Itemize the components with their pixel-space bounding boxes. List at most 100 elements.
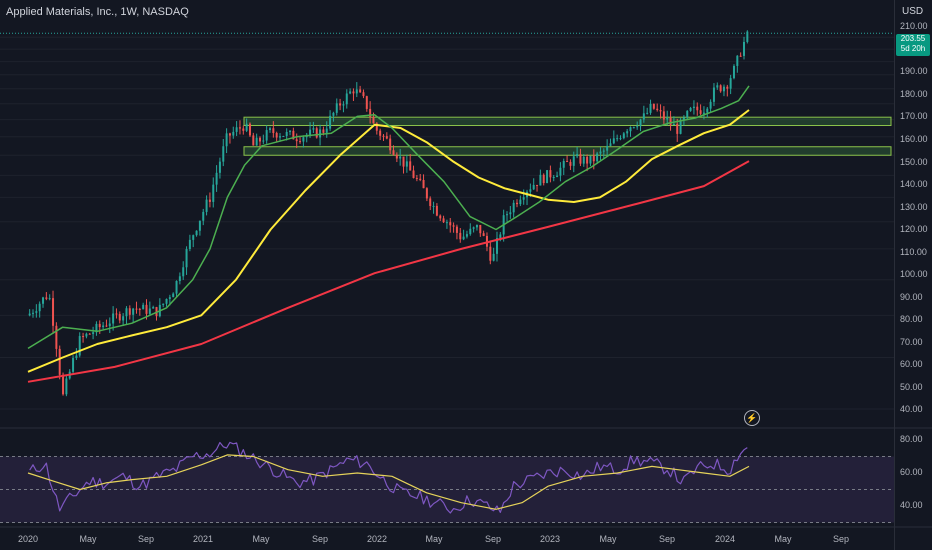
candle-body xyxy=(562,161,565,168)
candle-body xyxy=(566,161,569,163)
candle-body xyxy=(185,249,188,268)
candle-body xyxy=(392,150,395,155)
rsi-line xyxy=(29,441,748,514)
candle-body xyxy=(672,123,675,125)
symbol-title[interactable]: Applied Materials, Inc., 1W, NASDAQ xyxy=(6,6,189,18)
price-label: 70.00 xyxy=(900,337,923,347)
candle-body xyxy=(479,224,482,234)
candle-body xyxy=(422,179,425,189)
candle-body xyxy=(652,103,655,109)
candle-body xyxy=(626,131,629,134)
candle-body xyxy=(352,91,355,94)
candle-body xyxy=(679,120,682,134)
time-label: Sep xyxy=(484,534,502,544)
candle-body xyxy=(582,156,585,164)
price-label: 160.00 xyxy=(900,134,928,144)
ma-200-line xyxy=(27,160,750,383)
candle-body xyxy=(172,293,175,298)
candle-body xyxy=(686,110,689,118)
candle-body xyxy=(682,117,685,121)
candle-body xyxy=(205,199,208,212)
price-label: 50.00 xyxy=(900,382,923,392)
candle-body xyxy=(589,155,592,164)
candle-body xyxy=(285,131,288,137)
candle-body xyxy=(592,155,595,162)
candle-body xyxy=(482,233,485,236)
candle-body xyxy=(265,130,268,141)
candle-body xyxy=(546,170,549,184)
candle-body xyxy=(586,156,589,164)
candle-body xyxy=(629,127,632,132)
candle-body xyxy=(238,127,241,129)
candle-body xyxy=(315,128,318,138)
candle-body xyxy=(429,198,432,207)
currency-label[interactable]: USD xyxy=(902,6,924,17)
candle-body xyxy=(65,378,68,395)
candle-body xyxy=(729,78,732,89)
candle-body xyxy=(52,298,55,326)
candle-body xyxy=(252,135,255,146)
candle-body xyxy=(325,128,328,133)
candle-body xyxy=(522,197,525,200)
candle-body xyxy=(355,89,358,94)
candle-body xyxy=(148,308,151,314)
candle-body xyxy=(666,117,669,120)
time-label: 2023 xyxy=(539,534,561,544)
candle-body xyxy=(399,156,402,159)
candle-body xyxy=(459,232,462,240)
candle-body xyxy=(208,199,211,202)
price-label: 80.00 xyxy=(900,314,923,324)
candle-body xyxy=(32,312,35,314)
candle-body xyxy=(509,212,512,215)
candle-body xyxy=(465,234,468,237)
candle-body xyxy=(75,355,78,359)
candle-body xyxy=(619,138,622,140)
candle-body xyxy=(492,253,495,261)
candle-body xyxy=(72,358,75,372)
candle-body xyxy=(716,85,719,88)
candle-body xyxy=(512,202,515,213)
candle-body xyxy=(342,104,345,106)
candle-body xyxy=(435,205,438,216)
candle-body xyxy=(58,348,61,375)
candle-body xyxy=(646,112,649,114)
candle-body xyxy=(262,140,265,142)
candle-body xyxy=(152,307,155,309)
candle-body xyxy=(299,141,302,143)
candle-body xyxy=(439,215,442,219)
candle-body xyxy=(402,156,405,167)
bar-countdown: 5d 20h xyxy=(900,44,926,53)
candle-body xyxy=(746,31,749,42)
price-label: 60.00 xyxy=(900,359,923,369)
price-axis[interactable] xyxy=(894,0,932,550)
price-label: 90.00 xyxy=(900,292,923,302)
candle-body xyxy=(248,123,251,136)
candle-body xyxy=(168,297,171,299)
candle-body xyxy=(115,313,118,315)
candle-body xyxy=(215,172,218,185)
candle-body xyxy=(255,137,258,146)
candle-body xyxy=(212,184,215,202)
candle-body xyxy=(95,323,98,333)
candle-body xyxy=(576,154,579,157)
candle-body xyxy=(532,184,535,190)
candle-body xyxy=(656,108,659,111)
time-label: Sep xyxy=(137,534,155,544)
candle-body xyxy=(279,136,282,138)
candle-body xyxy=(449,222,452,226)
time-label: May xyxy=(599,534,617,544)
candle-body xyxy=(282,136,285,138)
candle-body xyxy=(405,161,408,167)
candle-body xyxy=(726,86,729,89)
candle-body xyxy=(612,138,615,144)
candle-body xyxy=(419,178,422,180)
price-label: 150.00 xyxy=(900,157,928,167)
candle-body xyxy=(165,298,168,304)
candle-body xyxy=(175,280,178,294)
lightning-icon[interactable]: ⚡ xyxy=(744,410,760,426)
candle-body xyxy=(332,112,335,116)
candle-body xyxy=(322,129,325,133)
rsi-label: 80.00 xyxy=(900,434,923,444)
candle-body xyxy=(382,135,385,137)
